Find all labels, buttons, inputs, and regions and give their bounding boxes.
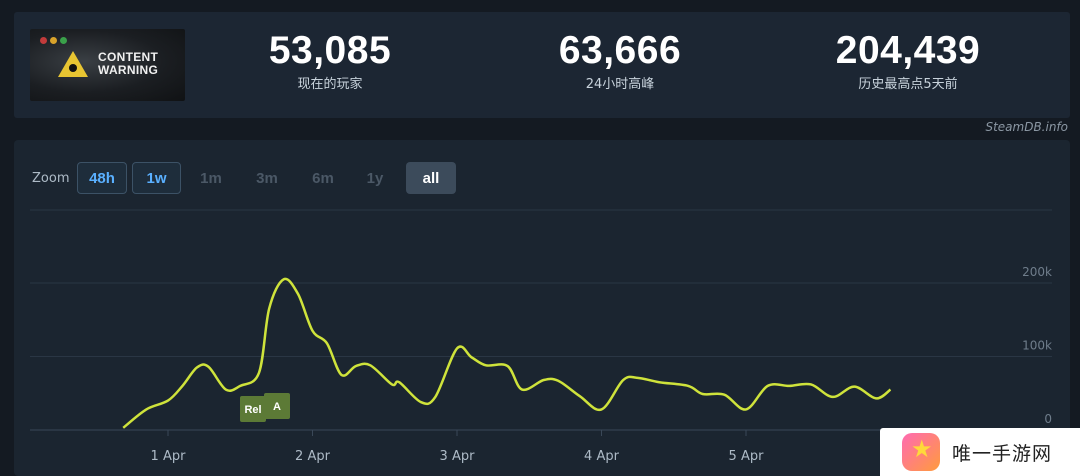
x-tick-label: 5 Apr: [729, 449, 765, 464]
annotation-flag: [240, 396, 266, 422]
stat-all-time-peak: 204,439 历史最高点5天前: [808, 30, 1008, 94]
zoom-button-48h[interactable]: 48h: [77, 162, 127, 194]
logo-lights: [40, 37, 80, 47]
x-tick-label: 2 Apr: [295, 449, 331, 464]
zoom-button-all[interactable]: all: [406, 162, 456, 194]
zoom-button-1y[interactable]: 1y: [366, 169, 384, 187]
game-logo[interactable]: CONTENT WARNING: [30, 29, 185, 101]
series-line: [122, 277, 892, 429]
x-tick-label: 3 Apr: [440, 449, 476, 464]
star-logo-icon: [902, 433, 940, 471]
logo-wordmark: CONTENT WARNING: [98, 50, 159, 77]
annotation-flag: [264, 393, 290, 419]
zoom-button-1m[interactable]: 1m: [200, 169, 222, 187]
site-watermark: 唯一手游网: [880, 428, 1080, 476]
y-tick-label: 0: [1044, 412, 1052, 426]
zoom-button-1w[interactable]: 1w: [132, 162, 181, 194]
stats-panel: [14, 12, 1070, 118]
chart-panel: [14, 140, 1070, 476]
zoom-label: Zoom: [32, 171, 70, 186]
stat-current-players: 53,085 现在的玩家: [255, 30, 405, 94]
zoom-button-3m[interactable]: 3m: [256, 169, 278, 187]
stat-value: 204,439: [835, 29, 981, 72]
annotation-label: Rel: [244, 404, 261, 416]
watermark-text: 唯一手游网: [952, 443, 1053, 465]
x-tick-label: 1 Apr: [151, 449, 187, 464]
warning-eye-pupil: [69, 64, 77, 72]
stat-label: 历史最高点5天前: [858, 77, 958, 92]
annotation-label: A: [273, 401, 281, 413]
zoom-button-6m[interactable]: 6m: [312, 169, 334, 187]
stat-24h-peak: 63,666 24小时高峰: [540, 30, 700, 94]
stat-label: 24小时高峰: [585, 77, 655, 92]
source-label: SteamDB.info: [985, 120, 1068, 134]
stat-value: 53,085: [268, 29, 392, 72]
y-tick-label: 200k: [1022, 265, 1052, 279]
stat-value: 63,666: [558, 29, 682, 72]
y-tick-label: 100k: [1022, 339, 1052, 353]
stat-label: 现在的玩家: [297, 77, 363, 92]
x-tick-label: 4 Apr: [584, 449, 620, 464]
